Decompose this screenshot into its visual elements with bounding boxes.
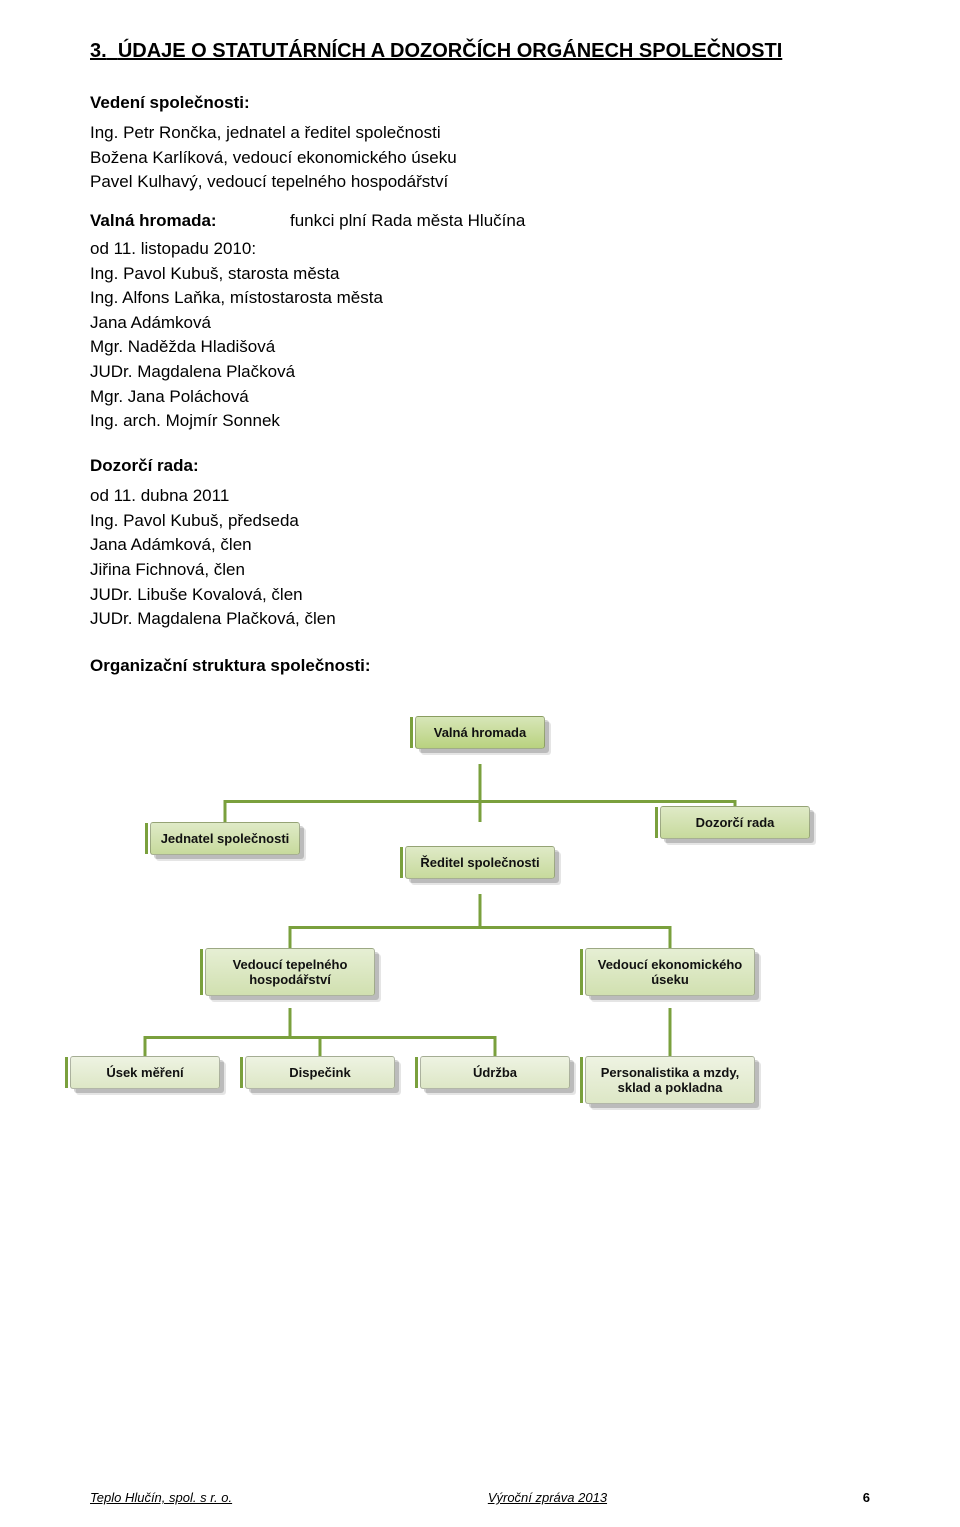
supervisory-heading: Dozorčí rada: xyxy=(90,456,870,476)
supervisory-members: Ing. Pavol Kubuš, předseda Jana Adámková… xyxy=(90,509,870,632)
supervisory-since: od 11. dubna 2011 xyxy=(90,484,870,509)
org-node-label: Valná hromada xyxy=(422,725,538,740)
assembly-members: Ing. Pavol Kubuš, starosta města Ing. Al… xyxy=(90,262,870,434)
management-list: Ing. Petr Rončka, jednatel a ředitel spo… xyxy=(90,121,870,195)
section-heading: ÚDAJE O STATUTÁRNÍCH A DOZORČÍCH ORGÁNEC… xyxy=(118,40,782,62)
org-node-usek-mereni: Úsek měření xyxy=(70,1056,220,1089)
management-item: Pavel Kulhavý, vedoucí tepelného hospodá… xyxy=(90,170,870,195)
org-node-label: Jednatel společnosti xyxy=(157,831,293,846)
org-node-valna-hromada: Valná hromada xyxy=(415,716,545,749)
page-footer: Teplo Hlučín, spol. s r. o. Výroční zprá… xyxy=(90,1490,870,1505)
org-node-label: Dispečink xyxy=(252,1065,388,1080)
assembly-member: Ing. arch. Mojmír Sonnek xyxy=(90,409,870,434)
org-node-dispecink: Dispečink xyxy=(245,1056,395,1089)
org-node-label: Personalistika a mzdy, sklad a pokladna xyxy=(592,1065,748,1095)
supervisory-member: Ing. Pavol Kubuš, předseda xyxy=(90,509,870,534)
org-node-label: Vedoucí tepelného hospodářství xyxy=(212,957,368,987)
org-node-label: Dozorčí rada xyxy=(667,815,803,830)
assembly-value: funkci plní Rada města Hlučína xyxy=(290,211,525,231)
assembly-member: Jana Adámková xyxy=(90,311,870,336)
assembly-since: od 11. listopadu 2010: xyxy=(90,237,870,262)
footer-center: Výroční zpráva 2013 xyxy=(488,1490,607,1505)
footer-left: Teplo Hlučín, spol. s r. o. xyxy=(90,1490,232,1505)
management-heading: Vedení společnosti: xyxy=(90,93,870,113)
org-node-label: Vedoucí ekonomického úseku xyxy=(592,957,748,987)
section-title: 3. ÚDAJE O STATUTÁRNÍCH A DOZORČÍCH ORGÁ… xyxy=(90,40,870,63)
org-node-jednatel: Jednatel společnosti xyxy=(150,822,300,855)
assembly-member: Mgr. Jana Poláchová xyxy=(90,385,870,410)
org-node-reditel: Ředitel společnosti xyxy=(405,846,555,879)
supervisory-member: Jiřina Fichnová, člen xyxy=(90,558,870,583)
org-node-personalistika: Personalistika a mzdy, sklad a pokladna xyxy=(585,1056,755,1104)
org-node-vedouci-ekonomickeho: Vedoucí ekonomického úseku xyxy=(585,948,755,996)
orgchart-heading: Organizační struktura společnosti: xyxy=(90,656,870,676)
assembly-row: Valná hromada: funkci plní Rada města Hl… xyxy=(90,211,870,231)
assembly-member: Ing. Pavol Kubuš, starosta města xyxy=(90,262,870,287)
footer-page-number: 6 xyxy=(863,1490,870,1505)
assembly-member: Mgr. Naděžda Hladišová xyxy=(90,335,870,360)
supervisory-member: JUDr. Libuše Kovalová, člen xyxy=(90,583,870,608)
org-node-vedouci-tepelneho: Vedoucí tepelného hospodářství xyxy=(205,948,375,996)
org-node-label: Ředitel společnosti xyxy=(412,855,548,870)
org-node-dozorci-rada: Dozorčí rada xyxy=(660,806,810,839)
management-item: Ing. Petr Rončka, jednatel a ředitel spo… xyxy=(90,121,870,146)
org-node-label: Údržba xyxy=(427,1065,563,1080)
assembly-label: Valná hromada: xyxy=(90,211,260,231)
org-node-label: Úsek měření xyxy=(77,1065,213,1080)
org-chart: Valná hromada Jednatel společnosti Ředit… xyxy=(90,716,870,1146)
supervisory-member: JUDr. Magdalena Plačková, člen xyxy=(90,607,870,632)
assembly-member: JUDr. Magdalena Plačková xyxy=(90,360,870,385)
supervisory-member: Jana Adámková, člen xyxy=(90,533,870,558)
org-node-udrzba: Údržba xyxy=(420,1056,570,1089)
section-number: 3. xyxy=(90,40,107,62)
assembly-member: Ing. Alfons Laňka, místostarosta města xyxy=(90,286,870,311)
management-item: Božena Karlíková, vedoucí ekonomického ú… xyxy=(90,146,870,171)
